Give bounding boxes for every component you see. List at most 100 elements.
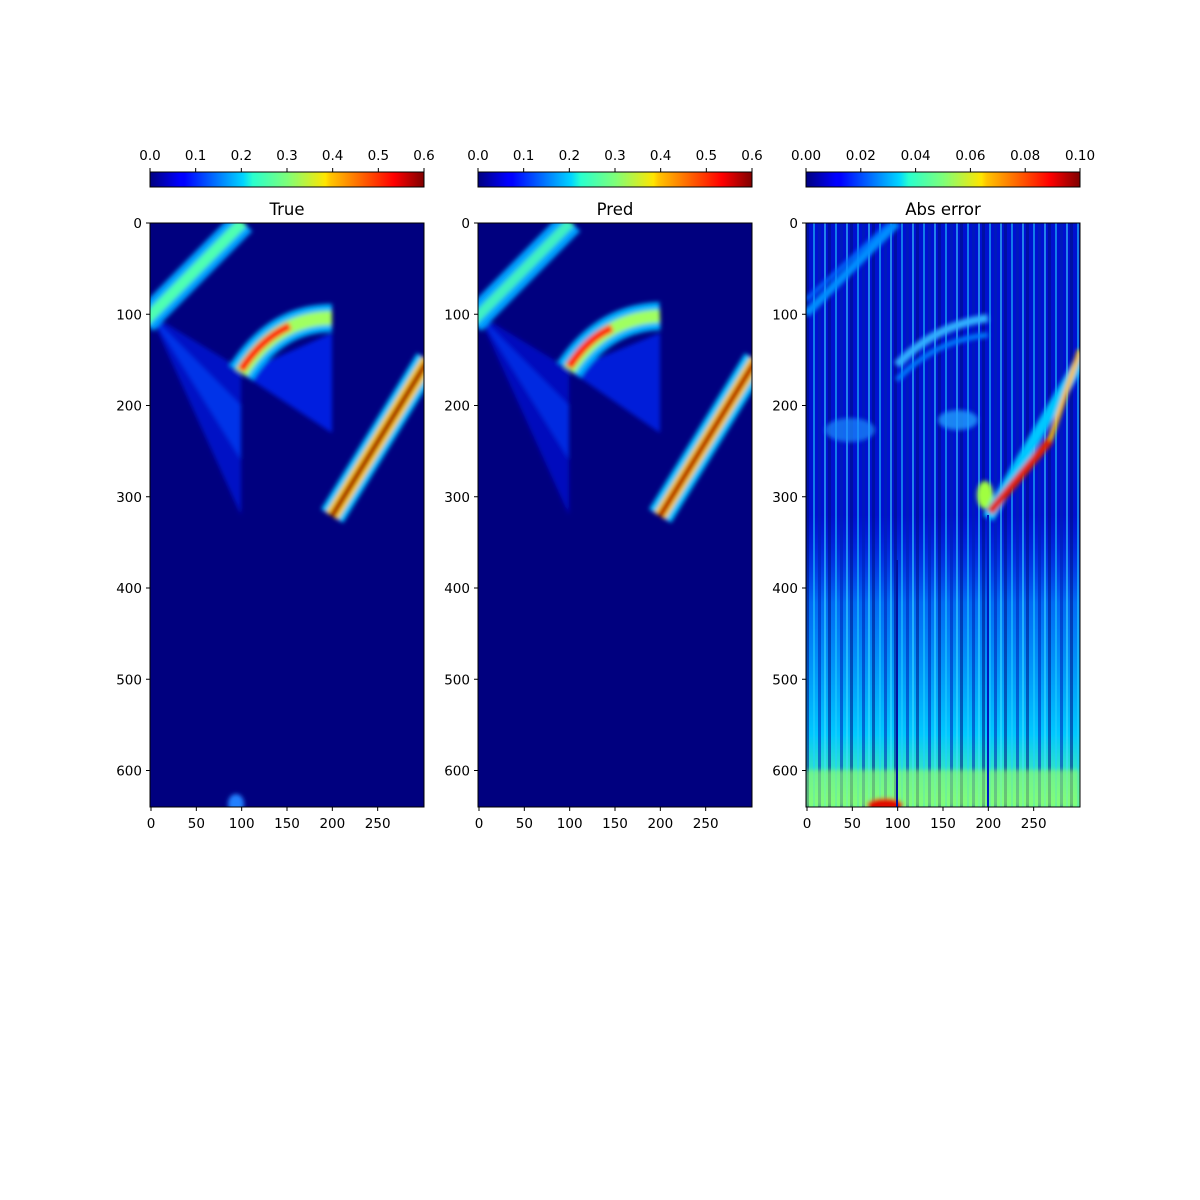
x-tick-label: 200 xyxy=(647,816,673,832)
error-field-streaks xyxy=(806,223,1080,807)
y-tick-label: 100 xyxy=(772,307,798,323)
y-tick-label: 200 xyxy=(116,399,142,415)
y-tick-label: 500 xyxy=(116,672,142,688)
colorbar-true-gradient xyxy=(149,171,425,188)
band-1-pred-core xyxy=(478,223,575,324)
colorbar-tick-label: 0.4 xyxy=(650,148,671,164)
y-tick-label: 100 xyxy=(116,307,142,323)
yaxis-pred: 0 100 200 300 400 500 600 xyxy=(444,216,478,780)
colorbar-tick-label: 0.00 xyxy=(791,148,821,164)
yaxis-abs-error: 0 100 200 300 400 500 600 xyxy=(772,216,806,780)
colorbar-pred: 0.0 0.1 0.2 0.3 0.4 0.5 0.6 xyxy=(467,148,763,188)
err-band-1 xyxy=(806,223,900,317)
colorbar-tick-label: 0.0 xyxy=(467,148,488,164)
x-tick-label: 50 xyxy=(516,816,533,832)
x-tick-label: 200 xyxy=(319,816,345,832)
colorbar-true: 0.0 0.1 0.2 0.3 0.4 0.5 0.6 xyxy=(139,148,435,188)
x-tick-label: 250 xyxy=(693,816,719,832)
y-tick-label: 300 xyxy=(444,490,470,506)
heatmap-abs-error xyxy=(805,222,1081,808)
colorbar-tick-label: 0.3 xyxy=(276,148,297,164)
y-tick-label: 500 xyxy=(772,672,798,688)
colorbar-abs-error-ticks: 0.00 0.02 0.04 0.06 0.08 0.10 xyxy=(791,148,1095,172)
panel-abs-error: 0.00 0.02 0.04 0.06 0.08 0.10 Abs error xyxy=(772,148,1095,832)
fan-1-true xyxy=(150,314,241,515)
y-tick-label: 500 xyxy=(444,672,470,688)
band-3-pred-core xyxy=(657,360,752,518)
fan-1-true-core xyxy=(150,314,241,460)
y-tick-label: 0 xyxy=(461,216,470,232)
fan-2-true xyxy=(241,333,332,433)
x-tick-label: 150 xyxy=(274,816,300,832)
yaxis-true: 0 100 200 300 400 500 600 xyxy=(116,216,150,780)
colorbar-true-ticks: 0.0 0.1 0.2 0.3 0.4 0.5 0.6 xyxy=(139,148,435,172)
y-tick-label: 200 xyxy=(772,399,798,415)
panel-true-title: True xyxy=(268,200,304,219)
x-tick-label: 0 xyxy=(803,816,812,832)
colorbar-pred-ticks: 0.0 0.1 0.2 0.3 0.4 0.5 0.6 xyxy=(467,148,763,172)
err-bottom-blob xyxy=(867,798,903,807)
err-spot-c xyxy=(977,481,993,509)
x-tick-label: 150 xyxy=(602,816,628,832)
y-tick-label: 0 xyxy=(133,216,142,232)
x-tick-label: 200 xyxy=(975,816,1001,832)
err-band-2 xyxy=(894,314,989,368)
y-tick-label: 600 xyxy=(116,764,142,780)
x-tick-label: 0 xyxy=(147,816,156,832)
fan-1-pred-core xyxy=(478,314,569,460)
heatmap-pred xyxy=(477,222,753,808)
x-tick-label: 100 xyxy=(229,816,255,832)
colorbar-tick-label: 0.1 xyxy=(513,148,534,164)
colorbar-abs-error: 0.00 0.02 0.04 0.06 0.08 0.10 xyxy=(791,148,1095,188)
band-2-pred-core xyxy=(565,324,614,370)
x-tick-label: 250 xyxy=(1021,816,1047,832)
colorbar-tick-label: 0.4 xyxy=(322,148,343,164)
y-tick-label: 300 xyxy=(772,490,798,506)
band-1-true-core xyxy=(150,223,247,324)
xaxis-abs-error: 0 50 100 150 200 250 xyxy=(803,807,1047,832)
colorbar-tick-label: 0.2 xyxy=(559,148,580,164)
err-band-2b xyxy=(895,332,989,382)
y-tick-label: 200 xyxy=(444,399,470,415)
colorbar-tick-label: 0.02 xyxy=(846,148,876,164)
y-tick-label: 0 xyxy=(789,216,798,232)
xaxis-pred: 0 50 100 150 200 250 xyxy=(475,807,719,832)
y-tick-label: 600 xyxy=(444,764,470,780)
colorbar-pred-gradient xyxy=(477,171,753,188)
blob-true xyxy=(228,794,244,807)
colorbar-tick-label: 0.08 xyxy=(1010,148,1040,164)
err-spot-a xyxy=(938,410,978,430)
x-tick-label: 50 xyxy=(844,816,861,832)
x-tick-label: 100 xyxy=(557,816,583,832)
xaxis-true: 0 50 100 150 200 250 xyxy=(147,807,391,832)
y-tick-label: 100 xyxy=(444,307,470,323)
heatmap-true xyxy=(149,222,425,808)
colorbar-abs-error-gradient xyxy=(805,171,1081,188)
y-tick-label: 400 xyxy=(116,581,142,597)
colorbar-tick-label: 0.04 xyxy=(901,148,931,164)
err-band-3-core xyxy=(986,437,1054,515)
colorbar-tick-label: 0.06 xyxy=(955,148,985,164)
y-tick-label: 400 xyxy=(772,581,798,597)
y-tick-label: 400 xyxy=(444,581,470,597)
colorbar-tick-label: 0.2 xyxy=(231,148,252,164)
colorbar-tick-label: 0.6 xyxy=(413,148,434,164)
x-tick-label: 50 xyxy=(188,816,205,832)
heatmap-pred-image xyxy=(478,223,752,523)
panel-true: 0.0 0.1 0.2 0.3 0.4 0.5 0.6 True xyxy=(116,148,435,832)
x-tick-label: 250 xyxy=(365,816,391,832)
err-band-1b xyxy=(806,223,892,302)
heatmap-abs-error-image xyxy=(806,223,1080,807)
colorbar-tick-label: 0.5 xyxy=(696,148,717,164)
err-spot-b xyxy=(825,418,875,442)
colorbar-tick-label: 0.0 xyxy=(139,148,160,164)
y-tick-label: 300 xyxy=(116,490,142,506)
colorbar-tick-label: 0.10 xyxy=(1065,148,1095,164)
panel-abs-error-title: Abs error xyxy=(905,200,981,219)
x-tick-label: 150 xyxy=(930,816,956,832)
colorbar-tick-label: 0.6 xyxy=(741,148,762,164)
fan-2-pred xyxy=(569,333,660,433)
heatmap-true-image xyxy=(150,223,424,807)
band-3-true-core xyxy=(329,360,424,518)
